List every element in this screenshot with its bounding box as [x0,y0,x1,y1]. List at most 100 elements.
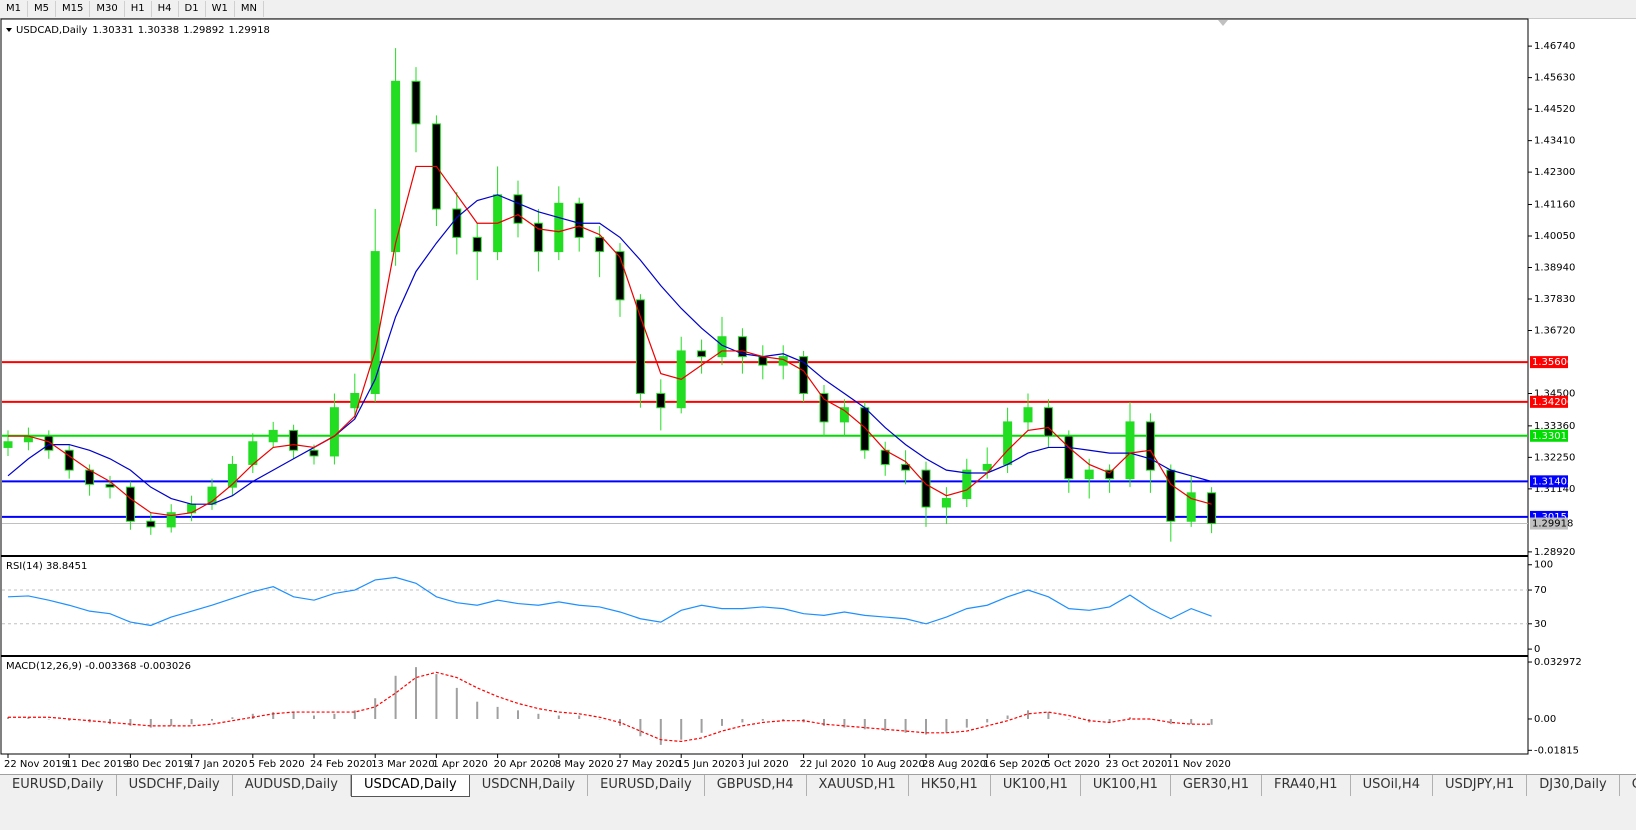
candle-body [309,449,319,457]
candle-body [656,393,666,409]
macd-bar [1190,718,1193,725]
chart-tab[interactable]: USDCAD,Daily [350,775,470,797]
x-tick-label: 20 Apr 2020 [494,759,556,770]
chart-tab[interactable]: XAUUSD,H1 [807,775,909,796]
x-tick-label: 8 May 2020 [555,759,614,770]
candle-body [635,299,645,395]
y-tick-label: 70 [1534,585,1547,596]
chart-tab[interactable]: GER30,H1 [1171,775,1262,796]
macd-bar [843,718,846,728]
chart-tab[interactable]: GBPUSD,H4 [705,775,807,796]
y-tick-label: 0.00 [1534,714,1556,725]
candle-body [799,356,809,395]
candle-body [1105,469,1115,480]
candle-body [778,356,788,366]
candle-body [860,407,870,451]
timeframe-button[interactable]: W1 [206,1,235,17]
macd-bar [109,718,111,725]
chart-tab[interactable]: UK100,H1 [1081,775,1171,796]
chart-tab[interactable]: USDCNH,Daily [470,775,589,796]
macd-bar [517,710,519,719]
macd-bar [659,718,662,745]
candle-body [105,483,115,488]
candle-body [737,336,747,358]
timeframe-button[interactable]: D1 [179,1,206,17]
y-tick-label: 1.33360 [1534,421,1575,432]
macd-bar [394,675,397,719]
macd-bar [476,701,479,719]
chart-tab[interactable]: CHINA300,H1 [1620,775,1636,796]
y-tick-label: 1.31140 [1534,484,1575,495]
y-tick-label: 100 [1534,560,1553,571]
macd-bar [537,713,540,719]
y-tick-label: 1.36720 [1534,325,1575,336]
candle-body [411,80,421,125]
y-tick-label: 1.41160 [1534,199,1575,210]
level-label: 1.33011 [1532,431,1573,442]
candle-body [1145,421,1155,471]
chart-tab[interactable]: USDJPY,H1 [1433,775,1528,796]
y-tick-label: 1.40050 [1534,231,1575,242]
candle-body [146,520,156,528]
timeframe-button[interactable]: M15 [56,1,91,17]
chart-tab[interactable]: DJ30,Daily [1527,775,1620,796]
candle-body [941,498,951,508]
y-tick-label: 1.44520 [1534,104,1575,115]
candle-body [758,356,768,366]
candle-body [921,469,931,508]
chart-tab[interactable]: FRA40,H1 [1262,775,1351,796]
timeframe-button[interactable]: M5 [28,1,56,17]
timeframe-button[interactable]: MN [235,1,264,17]
chart-tab[interactable]: USOil,H4 [1351,775,1433,796]
level-label: 1.31405 [1532,476,1573,487]
status-area [0,797,1636,830]
macd-bar [1129,717,1131,719]
chart-window: 1.46740 1.45630 1.44520 1.43410 1.42300 1.411… [0,18,1582,770]
candle-body [370,251,380,395]
macd-bar [374,698,377,719]
x-tick-label: 3 Jul 2020 [738,759,788,770]
chart-tab[interactable]: AUDUSD,Daily [233,775,351,796]
y-tick-label: 1.42300 [1534,167,1575,178]
x-tick-label: 17 Jan 2020 [188,759,248,770]
macd-bar [68,718,71,721]
ohlc-value: 1.29892 [183,25,224,36]
macd-bar [415,667,417,719]
x-tick-label: 22 Jul 2020 [800,759,857,770]
macd-bar [149,718,152,728]
candle-body [391,80,401,253]
macd-bar [598,718,601,720]
candle-body [982,463,992,471]
candle-body [1043,407,1053,437]
symbol: USDCAD,Daily [16,25,87,36]
chart-tab[interactable]: HK50,H1 [909,775,991,796]
y-tick-label: 1.43410 [1534,136,1575,147]
macd-bar [1027,710,1029,719]
level-label: 1.35606 [1532,357,1573,368]
macd-bar [313,715,315,719]
macd-bar [1210,718,1213,725]
y-tick-label: 1.46740 [1534,41,1575,52]
macd-bar [863,718,866,730]
macd-bar [904,718,907,733]
moving-average [8,165,1212,517]
timeframe-button[interactable]: H4 [152,1,179,17]
candle-body [595,236,605,253]
candle-body [513,194,523,224]
level-label-bg [1530,395,1568,408]
candle-body [350,393,360,409]
timeframe-button[interactable]: M1 [0,1,28,17]
chart-tab[interactable]: UK100,H1 [991,775,1081,796]
macd-bar [1047,712,1050,719]
x-tick-label: 13 Mar 2020 [371,759,434,770]
candle-body [268,429,278,443]
x-tick-label: 15 Jun 2020 [677,759,737,770]
timeframe-button[interactable]: M30 [90,1,125,17]
x-tick-label: 1 Apr 2020 [432,759,487,770]
timeframe-button[interactable]: H1 [125,1,152,17]
chart-tab[interactable]: EURUSD,Daily [0,775,117,796]
chart-tab[interactable]: USDCHF,Daily [117,775,233,796]
chart-tabs: EURUSD,Daily USDCHF,Daily AUDUSD,Daily USDC… [0,774,1636,797]
chart-tab[interactable]: EURUSD,Daily [588,775,705,796]
